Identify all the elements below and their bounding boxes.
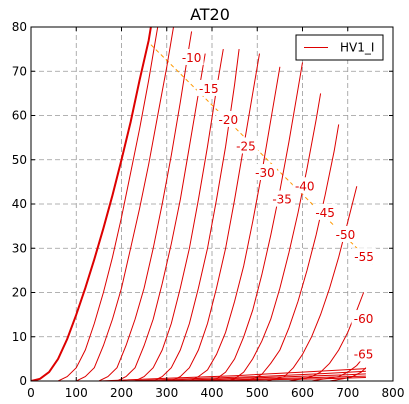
series-line bbox=[171, 53, 260, 381]
x-tick-label: 500 bbox=[246, 386, 269, 400]
x-tick-label: 100 bbox=[65, 386, 88, 400]
series-line bbox=[31, 27, 152, 381]
series-line bbox=[207, 62, 303, 381]
curve-label: -20 bbox=[216, 110, 241, 127]
curve-label-bg bbox=[333, 225, 358, 242]
series-line bbox=[98, 31, 193, 381]
curve-label-text: -10 bbox=[182, 51, 202, 65]
curve-label-text: -20 bbox=[218, 113, 238, 127]
y-tick-label: 60 bbox=[12, 109, 27, 123]
curve-label-text: -50 bbox=[336, 228, 356, 242]
curve-label-text: -35 bbox=[272, 193, 292, 207]
y-tick-label: 0 bbox=[19, 374, 27, 388]
curve-label: -45 bbox=[313, 203, 338, 220]
curve-label: -35 bbox=[270, 190, 295, 207]
legend: HV1_I bbox=[295, 34, 384, 61]
curve-label-bg bbox=[351, 310, 376, 327]
curve-label-text: -15 bbox=[199, 82, 219, 96]
series-line-low bbox=[98, 368, 366, 381]
curve-label-bg bbox=[313, 203, 338, 220]
curve-label-text: -40 bbox=[295, 179, 315, 193]
series-line bbox=[76, 27, 174, 381]
y-tick-label: 30 bbox=[12, 241, 27, 255]
curve-label: -50 bbox=[333, 225, 358, 242]
curve-label-bg bbox=[292, 177, 317, 194]
tick-labels: 0 100 200 300 400 500 600 700 800 0 10 20 30 40 50 60 70… bbox=[12, 20, 405, 400]
curve-label-text: -45 bbox=[315, 206, 335, 220]
curve-label-bg bbox=[252, 164, 277, 181]
series-line bbox=[57, 27, 159, 381]
curve-label-text: -65 bbox=[354, 347, 374, 361]
curve-label-text: -30 bbox=[255, 166, 275, 180]
curve-label: -40 bbox=[292, 177, 317, 194]
curve-label: -10 bbox=[179, 48, 204, 65]
curve-label: -30 bbox=[252, 164, 277, 181]
curve-label-text: -55 bbox=[354, 250, 374, 264]
series-line bbox=[116, 53, 206, 381]
chart-title: AT20 bbox=[190, 5, 230, 24]
curve-label: -25 bbox=[233, 137, 258, 154]
curve-label-bg bbox=[352, 248, 377, 265]
curve-label-bg bbox=[270, 190, 295, 207]
y-tick-label: 50 bbox=[12, 153, 27, 167]
x-tick-label: 200 bbox=[110, 386, 133, 400]
curve-label-text: -25 bbox=[236, 139, 256, 153]
series-line bbox=[243, 124, 340, 381]
y-tick-label: 10 bbox=[12, 330, 27, 344]
x-tick-label: 800 bbox=[382, 386, 405, 400]
curve-label-bg bbox=[233, 137, 258, 154]
curve-label-text: -60 bbox=[354, 312, 374, 326]
x-tick-label: 600 bbox=[291, 386, 314, 400]
curve-label: -55 bbox=[352, 248, 377, 265]
curve-label: -60 bbox=[351, 310, 376, 327]
x-tick-label: 700 bbox=[336, 386, 359, 400]
plot-area: -10 -15 -20 -25 -30 -35-40-45-50 -55 -60 -65 bbox=[31, 27, 377, 381]
curve-label: -65 bbox=[351, 345, 376, 362]
x-tick-label: 300 bbox=[155, 386, 178, 400]
series-line-low bbox=[144, 373, 366, 381]
series-line bbox=[329, 367, 367, 381]
curve-label-bg bbox=[351, 345, 376, 362]
series-line bbox=[225, 93, 322, 381]
series-line bbox=[311, 354, 367, 381]
legend-label: HV1_I bbox=[340, 41, 374, 55]
y-tick-label: 40 bbox=[12, 197, 27, 211]
x-tick-label: 400 bbox=[201, 386, 224, 400]
series-line bbox=[189, 66, 281, 381]
series-line bbox=[266, 186, 358, 381]
series-line bbox=[134, 49, 224, 381]
y-tick-label: 80 bbox=[12, 20, 27, 34]
curve-label: -15 bbox=[196, 79, 221, 96]
curve-label-bg bbox=[179, 48, 204, 65]
x-tick-label: 0 bbox=[27, 386, 35, 400]
curve-label-bg bbox=[196, 79, 221, 96]
curve-label-bg bbox=[216, 110, 241, 127]
y-tick-label: 70 bbox=[12, 64, 27, 78]
y-tick-label: 20 bbox=[12, 286, 27, 300]
